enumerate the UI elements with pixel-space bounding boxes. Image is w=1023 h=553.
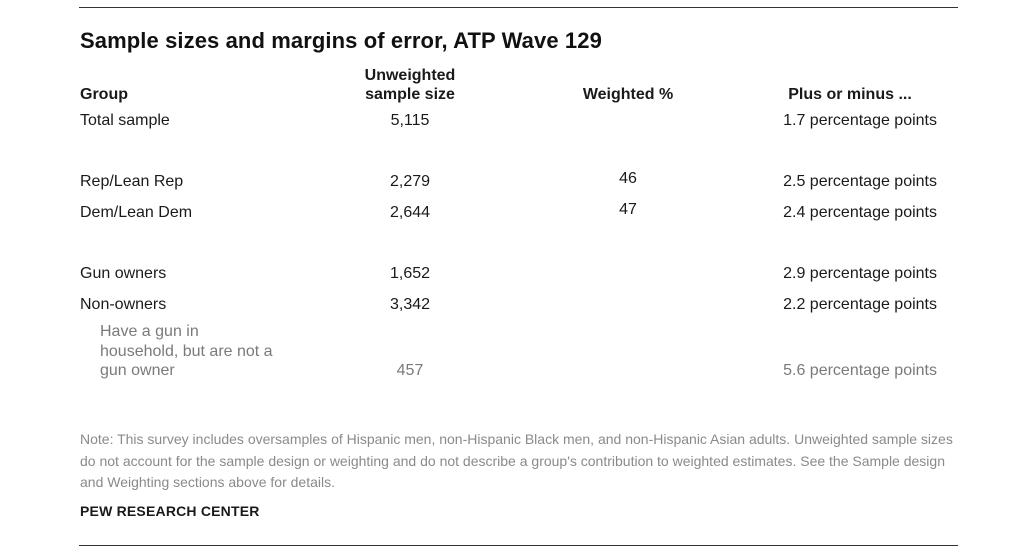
row-group-label: Total sample [80, 112, 170, 129]
row-sample-size: 457 [396, 362, 424, 379]
row-subgroup-label-line2: household, but are not a [100, 343, 273, 360]
header-weighted: Weighted % [582, 86, 674, 103]
row-weighted-pct: 46 [619, 170, 637, 187]
header-unweighted-line1: Unweighted [364, 67, 456, 84]
row-margin: 1.7 percentage points [783, 112, 937, 129]
row-margin: 2.5 percentage points [783, 173, 937, 190]
row-subgroup-label-line3: gun owner [100, 362, 175, 379]
header-margin: Plus or minus ... [788, 86, 912, 103]
row-margin: 2.9 percentage points [783, 265, 937, 282]
row-group-label: Rep/Lean Rep [80, 173, 184, 190]
row-margin: 2.4 percentage points [783, 204, 937, 221]
row-sample-size: 2,279 [389, 173, 431, 190]
row-margin: 5.6 percentage points [783, 362, 937, 379]
row-group-label: Non-owners [80, 296, 167, 313]
row-margin: 2.2 percentage points [783, 296, 937, 313]
source-label: PEW RESEARCH CENTER [80, 503, 260, 519]
table-note: Note: This survey includes oversamples o… [80, 431, 953, 490]
bottom-rule [79, 545, 958, 546]
row-weighted-pct: 47 [619, 201, 637, 218]
row-sample-size: 1,652 [389, 265, 431, 282]
row-group-label: Gun owners [80, 265, 167, 282]
header-unweighted-line2: sample size [365, 86, 455, 103]
row-group-label: Dem/Lean Dem [80, 204, 193, 221]
row-sample-size: 3,342 [389, 296, 431, 313]
header-group: Group [80, 86, 128, 103]
table-title: Sample sizes and margins of error, ATP W… [80, 28, 602, 53]
row-sample-size: 5,115 [390, 112, 430, 129]
row-sample-size: 2,644 [389, 204, 431, 221]
top-rule [79, 7, 958, 8]
row-subgroup-label-line1: Have a gun in [100, 323, 199, 340]
